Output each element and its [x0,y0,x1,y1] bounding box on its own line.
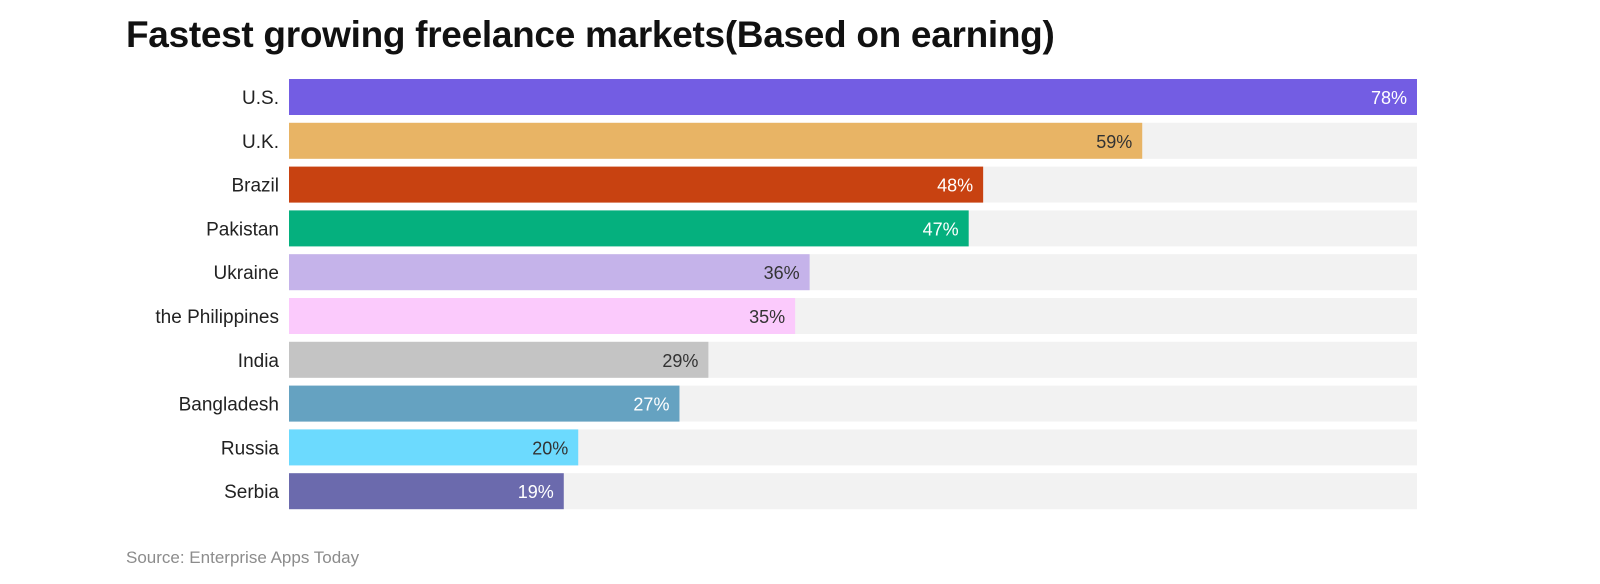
value-label-india: 29% [662,351,698,371]
category-label-bangladesh: Bangladesh [179,395,279,416]
bar-serbia [289,473,564,510]
category-label-india: India [238,351,280,372]
bar-chart: U.S. 78% U.K. 59% Brazil 48% Pakistan 47% Ukrain… [155,79,1417,510]
category-label-russia: Russia [221,438,280,459]
category-label-ukraine: Ukraine [214,263,279,284]
value-label-pakistan: 47% [923,219,959,239]
category-label-brazil: Brazil [231,176,279,197]
value-label-ukraine: 36% [764,263,800,283]
value-label-u-s: 78% [1371,88,1407,108]
bar-russia [289,429,579,466]
bar-india [289,341,709,378]
value-label-the-philippines: 35% [749,307,785,327]
category-label-pakistan: Pakistan [206,219,279,240]
bar-bangladesh [289,385,680,422]
value-label-u-k: 59% [1096,132,1132,152]
category-label-u-s: U.S. [242,88,279,109]
value-label-russia: 20% [532,438,568,458]
bar-u-s [289,79,1417,115]
category-label-u-k: U.K. [242,132,279,153]
bar-the-philippines [289,298,796,334]
bar-brazil [289,166,984,203]
chart-title: Fastest growing freelance markets(Based … [126,14,1055,55]
bar-u-k [289,122,1143,159]
value-label-bangladesh: 27% [633,395,669,415]
value-label-brazil: 48% [937,176,973,196]
bar-ukraine [289,254,810,291]
bar-pakistan [289,210,969,247]
category-label-the-philippines: the Philippines [155,307,279,328]
source-note: Source: Enterprise Apps Today [126,548,360,567]
category-label-serbia: Serbia [224,482,279,503]
value-label-serbia: 19% [518,482,554,502]
